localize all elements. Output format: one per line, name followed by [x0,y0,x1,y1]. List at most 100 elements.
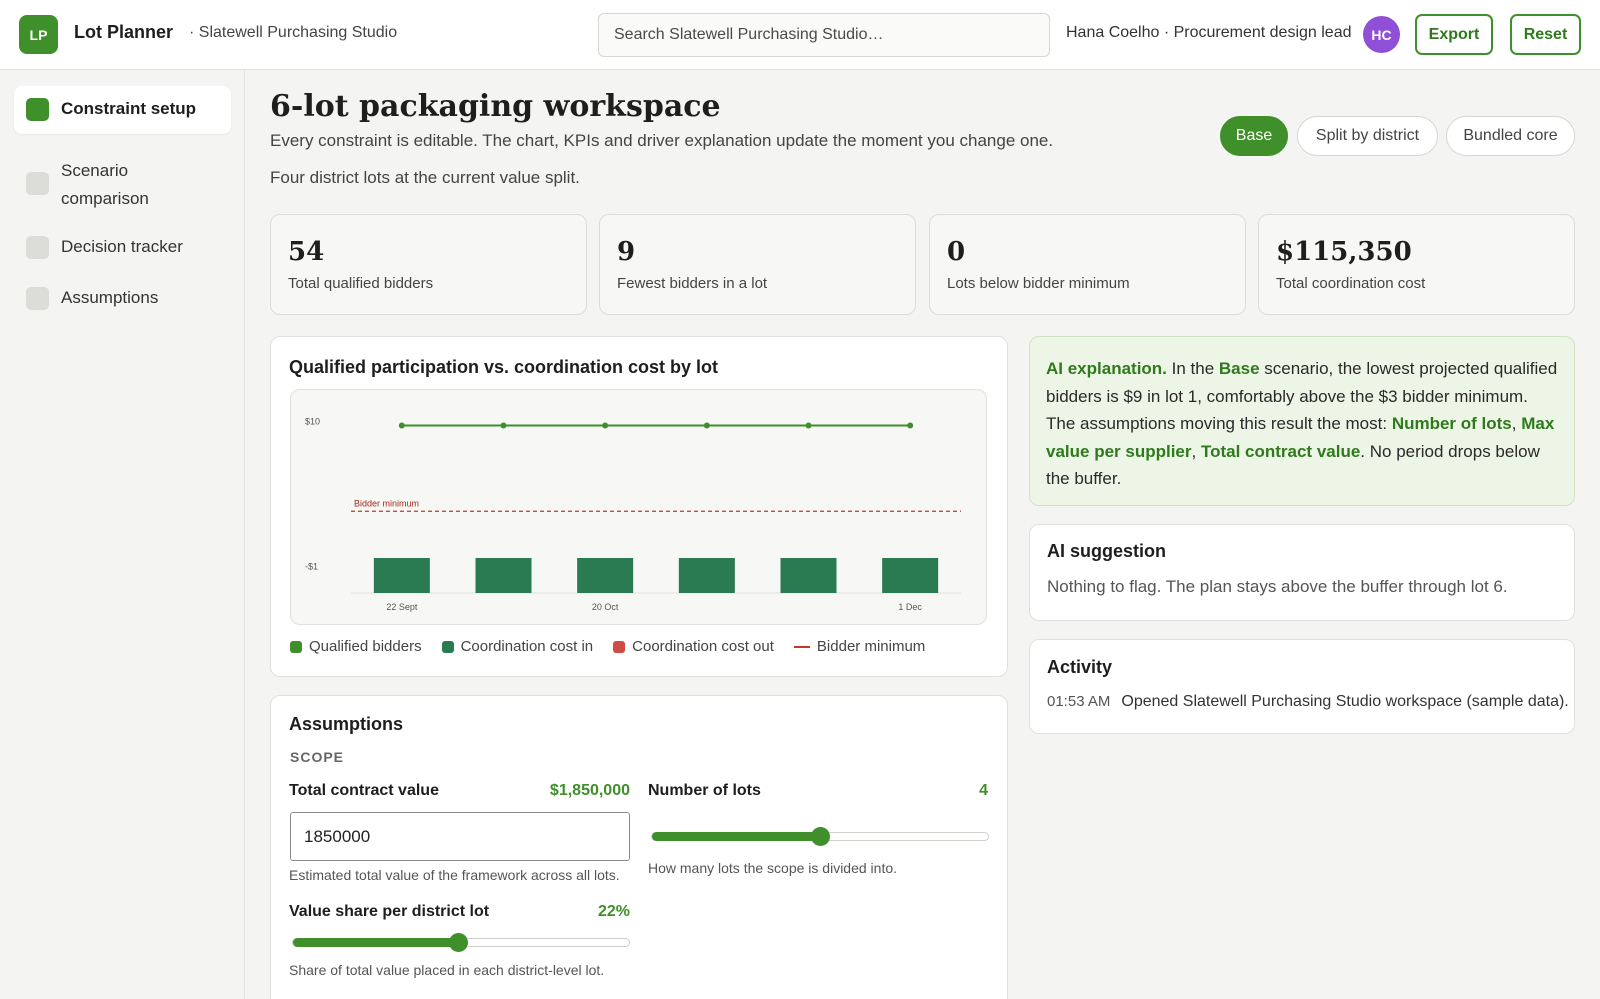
bar-coordination-cost-in [475,558,532,593]
value-share-slider[interactable] [292,933,630,952]
sidebar-item-label: Constraint setup [61,99,197,118]
x-tick-label: 20 Oct [592,602,619,612]
scenario-split-by-district-pill[interactable]: Split by district [1297,116,1438,156]
legend-swatch [441,640,454,653]
kpi-label: Fewest bidders in a lot [617,275,768,292]
page-subtitle: Every constraint is editable. The chart,… [270,131,1054,150]
slider-fill [652,832,820,841]
number-of-lots-display: 4 [979,782,988,799]
ai-suggestion-card [1029,524,1575,621]
kpi-label: Total coordination cost [1276,275,1426,292]
legend-item-coordination-cost-in: Coordination cost in [441,638,594,655]
sidebar-item-label: Scenario comparison [61,161,149,208]
participation-chart: $10 -$1 Bidder minimum 22 Sept 20 Oct 1 Dec [305,417,961,612]
kpi-value: $115,350 [1276,237,1412,267]
user-name: Hana Coelho · Procurement design lead [1066,24,1352,41]
activity-time: 01:53 AM [1047,693,1111,710]
legend-label: Qualified bidders [309,638,422,655]
kpi-card-lots-below-minimum: 0 Lots below bidder minimum [929,214,1246,315]
nav-indicator-icon [26,172,49,195]
slider-fill [293,938,458,947]
legend-swatch [290,640,302,653]
ai-text: . No period drops below the buffer. [1046,441,1540,489]
ai-driver: Total contract value [1200,441,1361,461]
legend-label: Bidder minimum [816,638,926,655]
kpi-label: Total qualified bidders [288,275,434,292]
kpi-value: 0 [947,237,966,267]
ai-suggestion-title: AI suggestion [1047,541,1167,561]
kpi-label: Lots below bidder minimum [947,275,1130,292]
legend-swatch [613,640,626,653]
number-of-lots-label: Number of lots [648,782,761,799]
total-contract-value-display: $1,850,000 [549,782,630,799]
legend-label: Coordination cost in [460,638,594,655]
section-label-scope: SCOPE [290,749,345,765]
legend-item-bidder-minimum: Bidder minimum [793,638,926,655]
total-contract-value-help: Estimated total value of the framework a… [289,867,620,883]
activity-title: Activity [1047,657,1113,677]
qualified-bidders-point [907,422,914,429]
org-name: · Slatewell Purchasing Studio [189,24,398,41]
activity-card [1029,639,1575,734]
legend-item-qualified-bidders: Qualified bidders [290,638,422,655]
ai-text: , [1511,414,1522,433]
ai-driver: Number of lots [1391,414,1512,433]
value-share-label: Value share per district lot [289,903,490,920]
bar-coordination-cost-in [678,558,735,593]
bar-coordination-cost-in [373,558,430,593]
kpi-card-coordination-cost: $115,350 Total coordination cost [1258,214,1575,315]
x-tick-label: 22 Sept [386,602,418,612]
qualified-bidders-point [703,422,710,429]
nav-indicator-icon [26,98,49,121]
slider-thumb[interactable] [448,933,468,952]
number-of-lots-help: How many lots the scope is divided into. [648,860,898,876]
bar-coordination-cost-in [780,558,837,593]
export-button[interactable]: Export [1415,14,1493,55]
top-bar: LP Lot Planner · Slatewell Purchasing St… [0,0,1600,70]
avatar[interactable]: HC [1363,16,1400,53]
sidebar-item-assumptions[interactable]: Assumptions [14,275,231,324]
number-of-lots-slider[interactable] [651,827,989,846]
qualified-bidders-point [602,422,609,429]
ai-driver: Max value per supplier [1046,414,1555,461]
ai-explanation: AI explanation. In the Base scenario, th… [1029,336,1575,506]
value-share-display: 22% [597,903,630,920]
reset-button[interactable]: Reset [1510,14,1581,55]
kpi-value: 9 [617,237,636,267]
sidebar-item-constraint-setup[interactable]: Constraint setup [14,86,231,134]
page-description: Four district lots at the current value … [270,168,580,187]
bidder-minimum-label: Bidder minimum [354,498,419,508]
y-tick-label: $10 [305,417,320,427]
assumptions-panel [270,695,1008,999]
kpi-card-total-bidders: 54 Total qualified bidders [270,214,587,315]
value-share-help: Share of total value placed in each dist… [289,962,605,978]
chart-title: Qualified participation vs. coordination… [289,357,719,377]
x-tick-label: 1 Dec [898,602,922,612]
bar-coordination-cost-in [577,558,634,593]
slider-thumb[interactable] [811,827,830,846]
scenario-base-pill[interactable]: Base [1220,116,1288,156]
ai-text: In the [1166,359,1219,378]
search-input[interactable] [598,13,1050,57]
app-logo: LP [19,15,58,54]
chart-legend: Qualified bidders Coordination cost in C… [290,638,945,655]
sidebar-item-label: Decision tracker [61,237,183,256]
scenario-bundled-core-pill[interactable]: Bundled core [1446,116,1575,156]
y-tick-label: -$1 [305,562,318,572]
assumptions-title: Assumptions [289,714,404,734]
total-contract-value-input[interactable] [290,812,630,861]
total-contract-value-label: Total contract value [289,782,439,799]
sidebar-item-label: Assumptions [61,288,159,307]
legend-label: Coordination cost out [632,638,774,655]
ai-text: scenario, the lowest projected qualified… [1046,359,1558,433]
qualified-bidders-point [805,422,812,429]
activity-text: Opened Slatewell Purchasing Studio works… [1121,693,1569,710]
qualified-bidders-point [500,422,507,429]
page-title: 6-lot packaging workspace [270,89,721,124]
legend-line-swatch [793,645,810,648]
nav-indicator-icon [26,287,49,310]
bar-coordination-cost-in [882,558,939,593]
legend-item-coordination-cost-out: Coordination cost out [613,638,774,655]
sidebar-item-scenario-comparison[interactable]: Scenario comparison [14,148,204,225]
sidebar-item-decision-tracker[interactable]: Decision tracker [14,224,231,273]
